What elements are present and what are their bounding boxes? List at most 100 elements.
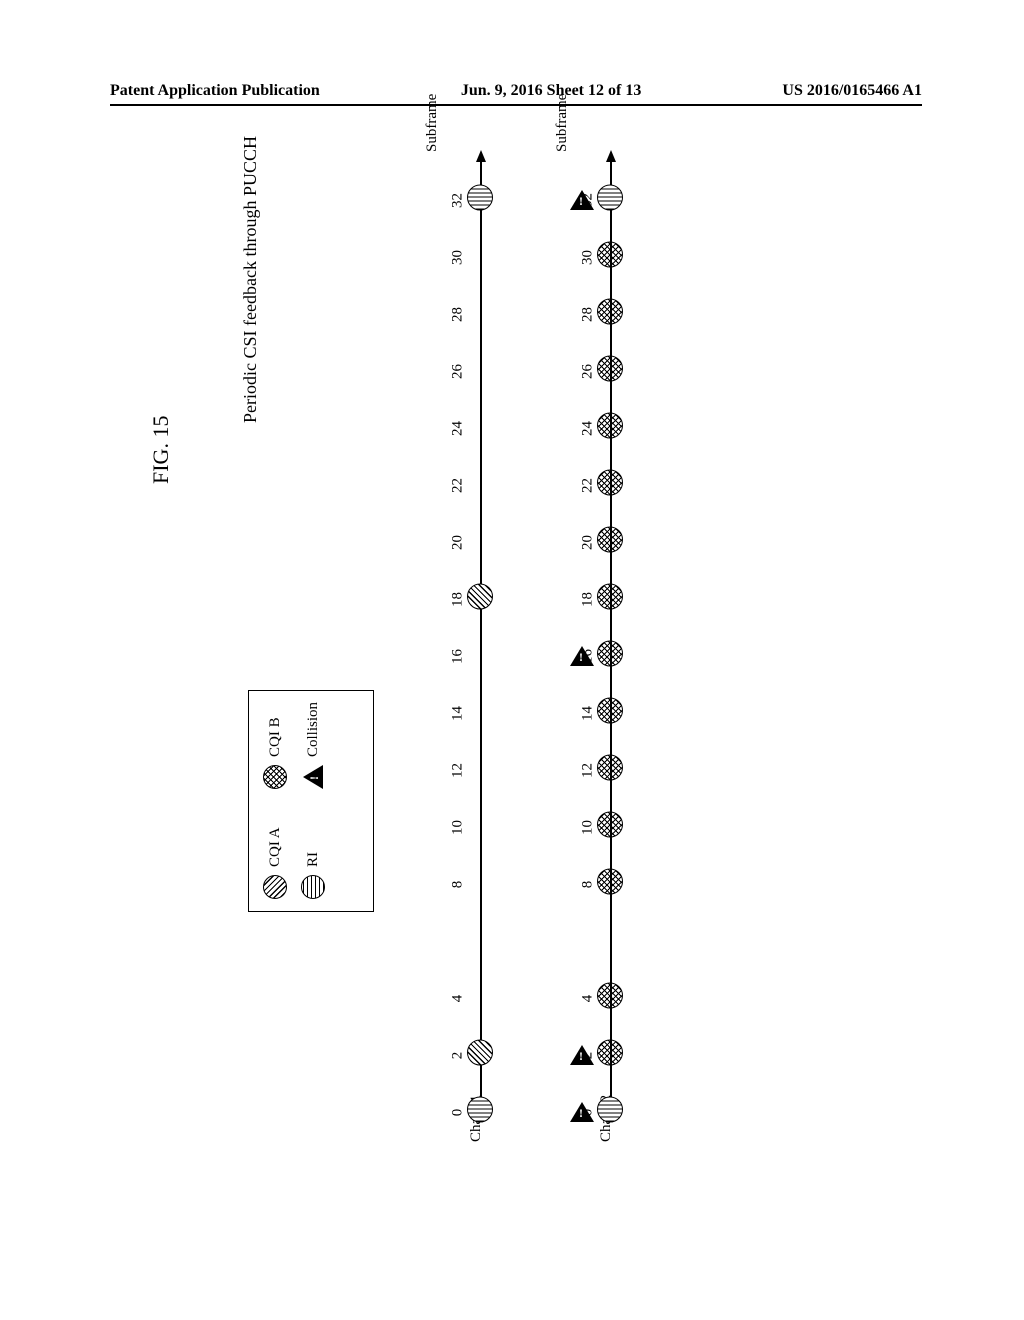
cqib-icon: [597, 1040, 623, 1066]
chain-marker: [597, 413, 623, 444]
cqia-icon: [467, 584, 493, 610]
chain-marker: [597, 755, 623, 786]
collision-icon: [570, 190, 594, 210]
chain-marker: [597, 1040, 623, 1071]
header-right: US 2016/0165466 A1: [782, 82, 922, 100]
tick-label: 30: [450, 248, 467, 268]
chain-marker: [597, 185, 623, 216]
collision-marker: [570, 190, 594, 210]
cqib-icon: [597, 755, 623, 781]
chain-marker: [597, 356, 623, 387]
chart-area: CQI A CQI B RI Collision Chain 1 Subfram…: [390, 142, 950, 1142]
tick-label: 18: [450, 590, 467, 610]
legend-collision: Collision: [303, 703, 323, 789]
cqib-icon: [597, 641, 623, 667]
tick-label: 14: [450, 704, 467, 724]
tick-label: 12: [450, 761, 467, 781]
chain-marker: [597, 527, 623, 558]
tick-label: 10: [450, 818, 467, 838]
chain-marker: [597, 299, 623, 330]
cqib-icon: [597, 698, 623, 724]
collision-marker: [570, 1102, 594, 1122]
cqib-icon: [597, 470, 623, 496]
chain-marker: [467, 1040, 493, 1071]
collision-icon: [303, 765, 323, 789]
tick-label: 2: [450, 1046, 467, 1066]
tick-label: 20: [580, 533, 597, 553]
cqi-a-icon: [263, 875, 287, 899]
cqib-icon: [597, 527, 623, 553]
chain-marker: [597, 470, 623, 501]
tick-label: 26: [450, 362, 467, 382]
tick-label: 4: [580, 989, 597, 1009]
chain-marker: [597, 983, 623, 1014]
tick-label: 24: [450, 419, 467, 439]
chain-marker: [597, 869, 623, 900]
section-title: Periodic CSI feedback through PUCCH: [240, 136, 261, 423]
figure-title: FIG. 15: [148, 416, 174, 484]
cqib-icon: [597, 356, 623, 382]
cqia-icon: [467, 1040, 493, 1066]
tick-label: 18: [580, 590, 597, 610]
chain-marker: [597, 641, 623, 672]
cqib-icon: [597, 869, 623, 895]
legend-cqi-a: CQI A: [263, 813, 287, 899]
legend-cqi-b: CQI B: [263, 703, 287, 789]
header-left: Patent Application Publication: [110, 82, 320, 100]
legend-cqi-b-label: CQI B: [267, 717, 284, 757]
tick-label: 4: [450, 989, 467, 1009]
tick-label: 8: [580, 875, 597, 895]
tick-label: 28: [580, 305, 597, 325]
chain2-arrow: [606, 150, 616, 162]
tick-label: 10: [580, 818, 597, 838]
legend-collision-label: Collision: [305, 702, 322, 757]
tick-label: 30: [580, 248, 597, 268]
cqib-icon: [597, 812, 623, 838]
header-center: Jun. 9, 2016 Sheet 12 of 13: [461, 82, 641, 100]
chain-marker: [597, 1097, 623, 1128]
tick-label: 14: [580, 704, 597, 724]
tick-label: 24: [580, 419, 597, 439]
ri-icon: [597, 1097, 623, 1123]
chain2-subframe-label: Subframe: [554, 94, 571, 152]
tick-label: 0: [450, 1103, 467, 1123]
ri-icon: [597, 185, 623, 211]
tick-label: 12: [580, 761, 597, 781]
collision-icon: [570, 1102, 594, 1122]
ri-icon: [467, 1097, 493, 1123]
collision-icon: [570, 646, 594, 666]
legend-ri: RI: [301, 813, 325, 899]
collision-marker: [570, 646, 594, 666]
ri-icon: [467, 185, 493, 211]
chain1-subframe-label: Subframe: [424, 94, 441, 152]
chain-marker: [597, 812, 623, 843]
cqib-icon: [597, 413, 623, 439]
cqib-icon: [597, 299, 623, 325]
cqib-icon: [597, 983, 623, 1009]
header-rule: [110, 104, 922, 106]
tick-label: 26: [580, 362, 597, 382]
cqi-b-icon: [263, 765, 287, 789]
cqib-icon: [597, 584, 623, 610]
legend-cqi-a-label: CQI A: [267, 827, 284, 867]
chain-marker: [467, 584, 493, 615]
legend-ri-label: RI: [305, 852, 322, 867]
collision-icon: [570, 1045, 594, 1065]
tick-label: 22: [450, 476, 467, 496]
tick-label: 20: [450, 533, 467, 553]
collision-marker: [570, 1045, 594, 1065]
chain-marker: [597, 584, 623, 615]
chain1-axis: [480, 160, 482, 1112]
tick-label: 28: [450, 305, 467, 325]
cqib-icon: [597, 242, 623, 268]
chain-marker: [467, 1097, 493, 1128]
chain1-arrow: [476, 150, 486, 162]
chain-marker: [597, 698, 623, 729]
chain-marker: [467, 185, 493, 216]
tick-label: 32: [450, 191, 467, 211]
tick-label: 22: [580, 476, 597, 496]
tick-label: 8: [450, 875, 467, 895]
legend-box: CQI A CQI B RI Collision: [248, 690, 374, 912]
ri-icon: [301, 875, 325, 899]
chain-marker: [597, 242, 623, 273]
